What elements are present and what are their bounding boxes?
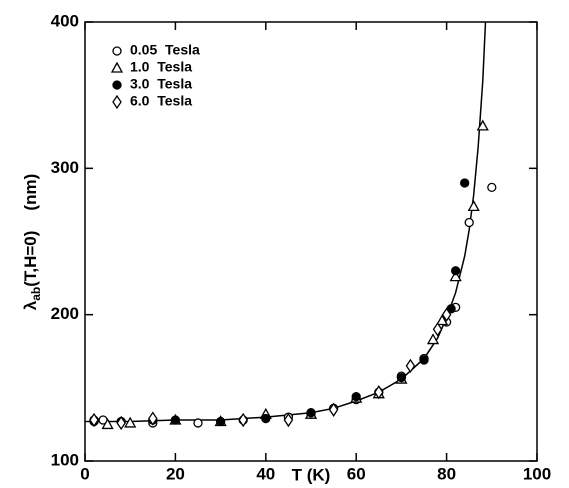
y-axis-label: λab(T,H=0) (nm) (21, 174, 43, 311)
data-point (215, 416, 226, 427)
y-tick-label: 400 (51, 11, 79, 30)
data-point (148, 411, 158, 426)
x-tick-label: 40 (256, 464, 275, 483)
legend-label: 0.05 Tesla (130, 42, 200, 58)
data-point (238, 412, 248, 428)
legend-label: 3.0 Tesla (130, 76, 192, 92)
legend-marker (110, 61, 124, 73)
data-point (460, 178, 470, 188)
data-point (419, 355, 429, 365)
data-point (101, 418, 114, 430)
y-label-subscript: ab (29, 287, 43, 301)
data-point (116, 415, 126, 431)
legend-label: 6.0 Tesla (130, 93, 192, 109)
data-point (450, 266, 461, 276)
data-point (426, 333, 440, 345)
y-tick-label: 100 (51, 450, 79, 469)
data-point (170, 415, 181, 425)
y-tick-label: 200 (51, 304, 79, 323)
data-point (261, 413, 271, 424)
x-tick-label: 20 (166, 464, 185, 483)
y-label-text: (T,H=0) (21, 231, 40, 287)
data-point (351, 391, 361, 402)
x-tick-label: 60 (347, 464, 366, 483)
y-label-unit: (nm) (21, 174, 40, 211)
data-point (432, 322, 443, 337)
x-tick-label: 100 (523, 464, 551, 483)
data-point (124, 416, 137, 428)
data-point (396, 372, 407, 383)
legend-label: 1.0 Tesla (130, 59, 192, 75)
y-label-symbol: λ (21, 300, 40, 310)
data-point (464, 217, 474, 228)
legend-marker (112, 94, 122, 110)
data-point (449, 270, 462, 282)
data-point (328, 402, 339, 417)
legend-marker (112, 46, 122, 56)
legend-marker (112, 80, 122, 90)
plot-frame (84, 21, 538, 462)
y-tick-label: 300 (51, 158, 79, 177)
data-point (283, 412, 294, 428)
data-point (89, 412, 99, 428)
data-point (306, 408, 316, 418)
x-axis-label: T (K) (292, 465, 331, 484)
data-point (193, 418, 203, 428)
data-point (374, 385, 384, 400)
data-point (441, 307, 452, 322)
x-tick-label: 0 (80, 464, 89, 483)
x-tick-label: 80 (437, 464, 456, 483)
data-point (476, 119, 489, 131)
data-point (487, 182, 497, 193)
data-point (435, 314, 449, 326)
data-point (405, 358, 416, 374)
data-point (467, 200, 480, 212)
